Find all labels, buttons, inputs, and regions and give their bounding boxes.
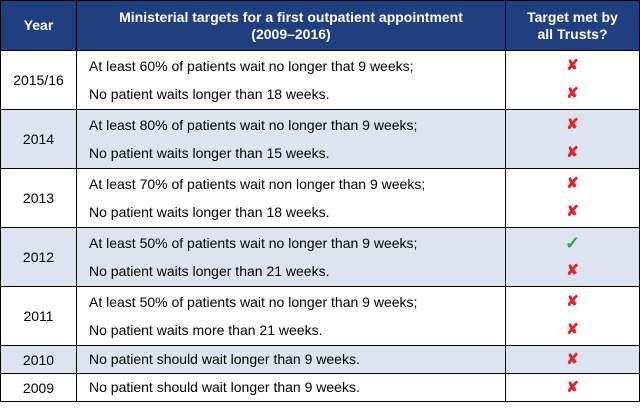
target-line: At least 60% of patients wait no longer … xyxy=(89,58,414,74)
cross-icon: ✘ xyxy=(566,203,579,220)
cross-icon: ✘ xyxy=(566,57,579,74)
cross-icon: ✘ xyxy=(566,351,579,368)
cross-icon: ✘ xyxy=(566,85,579,102)
target-line: No patient should wait longer than 9 wee… xyxy=(89,351,360,367)
table-row: 2015/16 At least 60% of patients wait no… xyxy=(0,50,640,110)
target-line: No patient waits longer than 15 weeks. xyxy=(89,145,330,161)
cross-icon: ✘ xyxy=(566,293,579,310)
met-cell: ✘ ✘ xyxy=(505,168,640,228)
target-cell: At least 50% of patients wait no longer … xyxy=(76,286,506,346)
target-line: No patient should wait longer than 9 wee… xyxy=(89,379,360,395)
target-met-header: Target met by all Trusts? xyxy=(505,0,640,51)
year-cell: 2015/16 xyxy=(0,50,77,110)
target-cell: At least 70% of patients wait non longer… xyxy=(76,168,506,228)
target-line: At least 80% of patients wait no longer … xyxy=(89,117,418,133)
target-met-header-line2: all Trusts? xyxy=(537,25,608,42)
target-cell: At least 60% of patients wait no longer … xyxy=(76,50,506,110)
year-cell: 2010 xyxy=(0,345,77,374)
cross-icon: ✘ xyxy=(566,175,579,192)
year-cell: 2013 xyxy=(0,168,77,228)
header-row: Year Ministerial targets for a first out… xyxy=(0,0,640,51)
cross-icon: ✘ xyxy=(566,379,579,396)
target-line: No patient waits longer than 21 weeks. xyxy=(89,263,330,279)
met-cell: ✘ ✘ xyxy=(505,50,640,110)
target-line: At least 50% of patients wait no longer … xyxy=(89,294,418,310)
targets-header-line1: Ministerial targets for a first outpatie… xyxy=(119,8,463,25)
met-cell: ✘ xyxy=(505,345,640,374)
target-line: At least 50% of patients wait no longer … xyxy=(89,235,418,251)
table-row: 2014 At least 80% of patients wait no lo… xyxy=(0,109,640,169)
table-row: 2013 At least 70% of patients wait non l… xyxy=(0,168,640,228)
target-cell: At least 80% of patients wait no longer … xyxy=(76,109,506,169)
table-row: 2012 At least 50% of patients wait no lo… xyxy=(0,227,640,287)
year-cell: 2009 xyxy=(0,373,77,402)
year-header: Year xyxy=(0,0,77,51)
table-row: 2009 No patient should wait longer than … xyxy=(0,373,640,402)
target-line: No patient waits more than 21 weeks. xyxy=(89,322,323,338)
table-row: 2011 At least 50% of patients wait no lo… xyxy=(0,286,640,346)
cross-icon: ✘ xyxy=(566,321,579,338)
met-cell: ✘ ✘ xyxy=(505,109,640,169)
cross-icon: ✘ xyxy=(566,116,579,133)
target-line: No patient waits longer than 18 weeks. xyxy=(89,204,330,220)
target-cell: No patient should wait longer than 9 wee… xyxy=(76,345,506,374)
year-cell: 2011 xyxy=(0,286,77,346)
met-cell: ✓ ✘ xyxy=(505,227,640,287)
target-cell: At least 50% of patients wait no longer … xyxy=(76,227,506,287)
cross-icon: ✘ xyxy=(566,262,579,279)
cross-icon: ✘ xyxy=(566,144,579,161)
check-icon: ✓ xyxy=(564,233,581,253)
targets-header-line2: (2009–2016) xyxy=(251,25,331,42)
target-line: No patient waits longer than 18 weeks. xyxy=(89,86,330,102)
met-cell: ✘ ✘ xyxy=(505,286,640,346)
target-line: At least 70% of patients wait non longer… xyxy=(89,176,426,192)
table-row: 2010 No patient should wait longer than … xyxy=(0,345,640,374)
met-cell: ✘ xyxy=(505,373,640,402)
targets-table: Year Ministerial targets for a first out… xyxy=(0,0,640,402)
target-met-header-line1: Target met by xyxy=(527,8,618,25)
year-cell: 2014 xyxy=(0,109,77,169)
target-cell: No patient should wait longer than 9 wee… xyxy=(76,373,506,402)
year-cell: 2012 xyxy=(0,227,77,287)
table-body: 2015/16 At least 60% of patients wait no… xyxy=(0,50,640,402)
targets-header: Ministerial targets for a first outpatie… xyxy=(76,0,506,51)
